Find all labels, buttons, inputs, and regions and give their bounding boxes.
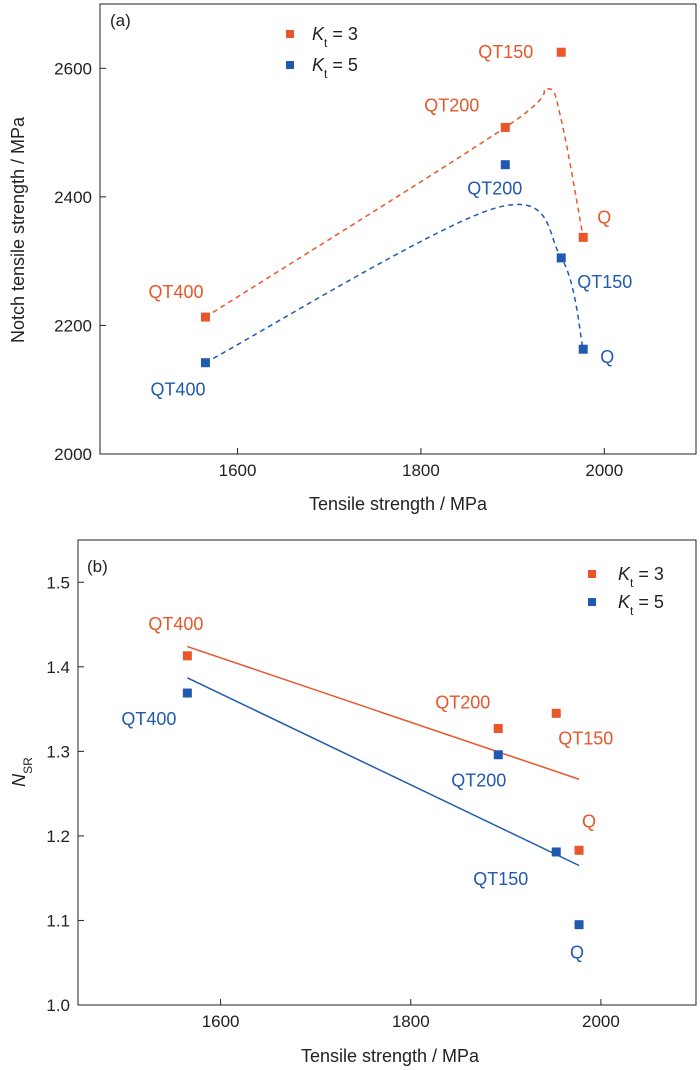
- panel-b-y-axis-title: NSR: [9, 757, 35, 787]
- panel-a-data-points: [200, 47, 588, 368]
- data-point-kt3-q: [578, 232, 588, 242]
- data-point-kt5-q: [574, 920, 584, 930]
- data-point-kt3-qt150: [551, 708, 561, 718]
- trend-curve-kt5: [205, 203, 584, 364]
- point-label-kt5-q: Q: [600, 347, 614, 367]
- panel-a-x-axis-title: Tensile strength / MPa: [309, 494, 488, 514]
- y-tick-label: 2000: [54, 445, 92, 464]
- data-point-kt3-q: [574, 845, 584, 855]
- point-label-kt5-qt400: QT400: [121, 709, 176, 729]
- data-point-kt3-qt200: [493, 724, 503, 734]
- y-tick-label: 1.5: [46, 573, 70, 592]
- panel-b-data-points: [182, 651, 584, 930]
- panel-b-fit-lines: [187, 645, 580, 867]
- data-point-kt3-qt200: [500, 122, 510, 132]
- data-point-kt5-qt400: [200, 358, 210, 368]
- point-label-kt3-qt400: QT400: [148, 614, 203, 634]
- panel-b-label: (b): [87, 557, 108, 576]
- fit-line-kt3: [187, 645, 580, 780]
- panel-a-notch-tensile-strength: (a) Tensile strength / MPa Notch tensile…: [8, 3, 697, 514]
- panel-a-legend: Kt = 3 Kt = 5: [286, 24, 358, 81]
- panel-b-plot-frame: [77, 539, 697, 1006]
- point-label-kt5-q: Q: [570, 943, 584, 963]
- data-point-kt5-qt150: [556, 253, 566, 263]
- data-point-kt5-qt200: [493, 750, 503, 760]
- point-label-kt3-qt200: QT200: [435, 693, 490, 713]
- panel-a-point-labels: QT400 QT200 QT150 Q QT400 QT200 QT150 Q: [148, 42, 632, 400]
- data-point-kt5-q: [578, 344, 588, 354]
- point-label-kt3-qt400: QT400: [148, 282, 203, 302]
- data-point-kt3-qt400: [182, 651, 192, 661]
- data-point-kt5-qt200: [500, 160, 510, 170]
- data-point-kt5-qt150: [551, 847, 561, 857]
- fit-line-kt5: [187, 677, 580, 867]
- point-label-kt3-qt150: QT150: [478, 42, 533, 62]
- y-tick-label: 1.4: [46, 658, 70, 677]
- point-label-kt5-qt200: QT200: [467, 179, 522, 199]
- x-tick-label: 1600: [202, 1012, 240, 1031]
- legend-label-kt5: Kt = 5: [618, 592, 664, 618]
- panel-b-axis-ticks: 1600 1800 2000 1.0 1.1 1.2 1.3 1.4 1.5: [46, 573, 619, 1031]
- y-tick-label: 2400: [54, 188, 92, 207]
- y-tick-label: 2600: [54, 59, 92, 78]
- data-point-kt3-qt400: [200, 312, 210, 322]
- legend-label-kt3: Kt = 3: [618, 564, 664, 590]
- data-point-kt3-qt150: [556, 47, 566, 57]
- panel-b-legend: Kt = 3 Kt = 5: [588, 564, 664, 618]
- point-label-kt5-qt150: QT150: [473, 869, 528, 889]
- x-tick-label: 1800: [392, 1012, 430, 1031]
- panel-b-point-labels: QT400 QT200 QT150 Q QT400 QT200 QT150 Q: [121, 614, 613, 963]
- point-label-kt5-qt200: QT200: [451, 771, 506, 791]
- legend-marker-kt5: [286, 61, 294, 69]
- y-tick-label: 2200: [54, 316, 92, 335]
- panel-a-label: (a): [110, 11, 131, 30]
- y-tick-label: 1.2: [46, 827, 70, 846]
- y-tick-label: 1.0: [46, 996, 70, 1015]
- point-label-kt3-q: Q: [582, 811, 596, 831]
- panel-a-axis-ticks: 1600 1800 2000 2000 2200 2400 2600: [54, 59, 623, 480]
- legend-label-kt3: Kt = 3: [312, 24, 358, 50]
- legend-marker-kt3: [286, 30, 294, 38]
- point-label-kt3-q: Q: [597, 207, 611, 227]
- y-tick-label: 1.3: [46, 742, 70, 761]
- point-label-kt3-qt200: QT200: [424, 95, 479, 115]
- panel-a-plot-frame: [99, 3, 697, 455]
- point-label-kt5-qt400: QT400: [150, 380, 205, 400]
- y-tick-label: 1.1: [46, 911, 70, 930]
- legend-marker-kt3: [588, 570, 596, 578]
- x-tick-label: 2000: [585, 461, 623, 480]
- panel-b-x-axis-title: Tensile strength / MPa: [301, 1046, 480, 1066]
- trend-curve-kt3: [205, 88, 584, 318]
- data-point-kt5-qt400: [182, 688, 192, 698]
- x-tick-label: 1600: [219, 461, 257, 480]
- panel-b-nsr: (b) Tensile strength / MPa NSR 1600 1800 2…: [9, 539, 697, 1066]
- point-label-kt3-qt150: QT150: [558, 728, 613, 748]
- legend-label-kt5: Kt = 5: [312, 55, 358, 81]
- panel-a-y-axis-title: Notch tensile strength / MPa: [8, 116, 28, 343]
- legend-marker-kt5: [588, 598, 596, 606]
- panel-a-trend-curves: [205, 88, 584, 364]
- point-label-kt5-qt150: QT150: [577, 272, 632, 292]
- x-tick-label: 2000: [582, 1012, 620, 1031]
- x-tick-label: 1800: [402, 461, 440, 480]
